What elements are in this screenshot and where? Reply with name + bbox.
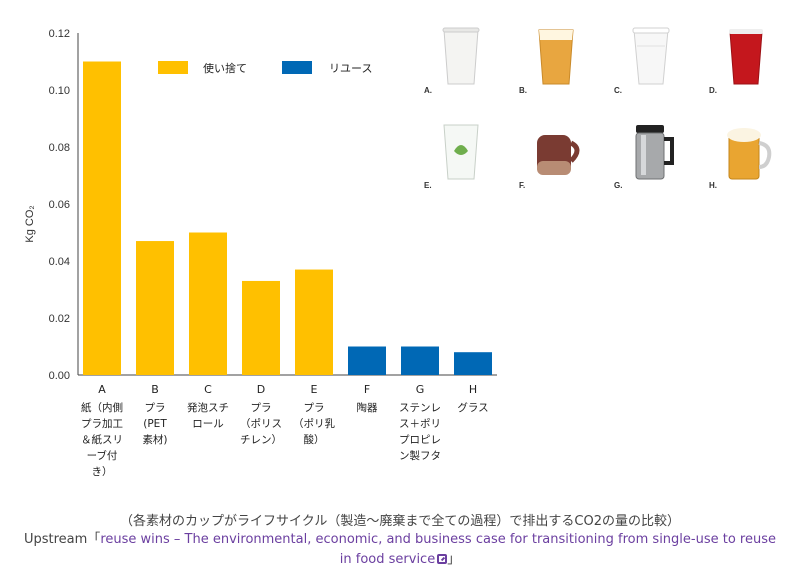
beer-glass-mug-icon xyxy=(727,128,772,180)
cup-thumbnail-label: F. xyxy=(519,181,526,190)
y-axis-label: Kg CO₂ xyxy=(24,205,36,242)
x-tick-label-line: き） xyxy=(92,466,113,478)
bar xyxy=(454,352,492,375)
y-tick-label: 0.06 xyxy=(49,199,70,211)
cup-thumbnail: G. xyxy=(610,115,705,205)
source-citation: Upstream「reuse wins – The environmental,… xyxy=(20,530,780,570)
legend-label: 使い捨て xyxy=(203,61,247,75)
source-link[interactable]: reuse wins – The environmental, economic… xyxy=(100,532,776,567)
x-tick-label-line: 陶器 xyxy=(357,401,378,414)
pla-cup-leaf-icon xyxy=(443,124,479,180)
x-tick-label-line: (PET xyxy=(143,418,167,430)
x-tick-label-line: グラス xyxy=(457,401,488,414)
figure-caption: （各素材のカップがライフサイクル（製造～廃棄まで全ての過程）で排出するCO2の量… xyxy=(120,514,680,529)
x-tick-letter: G xyxy=(416,383,425,396)
x-tick-letter: H xyxy=(469,383,477,396)
x-tick-letter: D xyxy=(257,383,265,396)
x-tick-label-line: （ポリス xyxy=(240,418,282,430)
legend-swatch xyxy=(158,61,188,74)
x-tick-letter: F xyxy=(364,383,370,396)
x-tick-label-line: プラ xyxy=(251,402,272,414)
cup-thumbnail-label: A. xyxy=(424,86,432,95)
bar-chart: 0.00 0.02 0.04 0.06 0.08 0.10 0.12 Kg CO₂ A 紙（内側… xyxy=(24,28,497,478)
bar xyxy=(295,269,333,375)
x-tick-label-line: プロピレ xyxy=(399,434,441,446)
cup-thumbnail-label: G. xyxy=(614,181,623,190)
cup-thumbnail-label: H. xyxy=(709,181,717,190)
x-tick-label-line: プラ加工 xyxy=(81,418,123,430)
x-tick-label-line: ステンレ xyxy=(399,402,441,414)
legend-label: リユース xyxy=(329,62,372,75)
cup-thumbnail-label: D. xyxy=(709,86,717,95)
bar xyxy=(83,61,121,375)
cup-thumbnail-label: E. xyxy=(424,181,432,190)
x-tick-label-line: チレン） xyxy=(240,434,282,446)
bar xyxy=(348,346,386,375)
legend: 使い捨て リユース xyxy=(158,61,372,75)
y-tick-label: 0.00 xyxy=(49,370,70,382)
source-suffix: 」 xyxy=(447,552,461,567)
bar xyxy=(242,280,280,375)
x-tick-letter: E xyxy=(311,383,318,396)
y-tick-label: 0.10 xyxy=(49,85,70,97)
x-tick-label-line: （ポリ乳 xyxy=(293,417,335,430)
x-tick-label-line: ロール xyxy=(192,418,224,430)
legend-swatch xyxy=(282,61,312,74)
bars xyxy=(83,61,492,375)
x-tick-letter: A xyxy=(98,383,106,396)
cup-thumbnail: B. xyxy=(515,20,610,110)
x-tick-label-line: 発泡スチ xyxy=(187,401,229,414)
ceramic-mug-icon xyxy=(537,135,580,175)
x-tick-label-line: ＆紙スリ xyxy=(81,433,123,446)
x-tick-label-line: 紙（内側 xyxy=(81,401,123,414)
y-tick-label: 0.08 xyxy=(49,142,70,154)
external-link-icon xyxy=(437,554,448,564)
bar xyxy=(401,346,439,375)
source-link-text: reuse wins – The environmental, economic… xyxy=(100,532,776,567)
red-party-cup-icon xyxy=(729,29,763,85)
cup-thumbnail-label: B. xyxy=(519,86,527,95)
cup-thumbnail: E. xyxy=(420,115,515,205)
cup-thumbnail-label: C. xyxy=(614,86,622,95)
x-tick-letter: B xyxy=(151,383,159,396)
paper-cup-icon xyxy=(442,27,480,85)
x-tick-label-line: 酸） xyxy=(304,433,325,446)
cup-thumbnail: F. xyxy=(515,115,610,205)
cup-thumbnail: A. xyxy=(420,20,515,110)
plastic-cup-beer-icon xyxy=(538,29,574,85)
y-tick-label: 0.02 xyxy=(49,313,70,325)
cup-thumbnail: C. xyxy=(610,20,705,110)
x-tick-label-line: ン製フタ xyxy=(399,449,441,462)
x-tick-label-line: 素材) xyxy=(142,433,167,446)
cup-thumbnails: A. B. C. D. E. F. G. H. xyxy=(420,20,800,200)
source-prefix: Upstream「 xyxy=(23,532,101,547)
cup-thumbnail: H. xyxy=(705,115,800,205)
cup-thumbnail: D. xyxy=(705,20,800,110)
steel-travel-mug-icon xyxy=(635,125,674,180)
foam-cup-icon xyxy=(632,27,670,85)
y-tick-label: 0.12 xyxy=(49,28,70,40)
x-tick-label-line: プラ xyxy=(304,402,325,414)
bar xyxy=(136,241,174,375)
x-tick-label-line: プラ xyxy=(145,402,166,414)
y-tick-label: 0.04 xyxy=(49,256,70,268)
x-tick-label-line: ス＋ポリ xyxy=(399,418,441,430)
x-tick-letter: C xyxy=(204,383,212,396)
bar xyxy=(189,232,227,375)
x-tick-label-line: ーブ付 xyxy=(87,449,118,462)
